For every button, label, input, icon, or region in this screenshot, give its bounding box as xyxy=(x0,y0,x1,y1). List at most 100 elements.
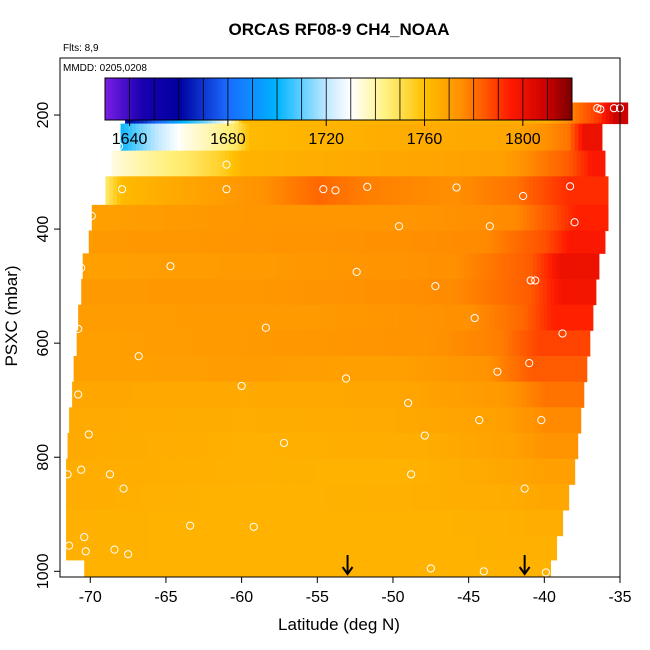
heatmap-cell xyxy=(410,509,415,537)
heatmap-cell xyxy=(311,559,316,578)
heatmap-cell xyxy=(592,279,597,306)
heatmap-cell xyxy=(266,279,271,306)
heatmap-cell xyxy=(517,304,522,331)
heatmap-cell xyxy=(375,559,380,578)
heatmap-cell xyxy=(394,559,399,578)
heatmap-cell xyxy=(578,253,583,280)
heatmap-cell xyxy=(247,535,253,561)
heatmap-cell xyxy=(274,304,280,331)
heatmap-cell xyxy=(523,330,528,357)
heatmap-cell xyxy=(357,355,362,383)
heatmap-cell xyxy=(345,330,350,357)
heatmap-cell xyxy=(190,484,196,511)
heatmap-cell xyxy=(187,230,192,254)
heatmap-cell xyxy=(124,253,129,280)
sample-point xyxy=(186,521,195,530)
heatmap-cell xyxy=(175,204,180,232)
heatmap-cell xyxy=(148,559,153,578)
heatmap-cell xyxy=(66,535,71,561)
heatmap-cell xyxy=(302,123,307,152)
heatmap-cell xyxy=(408,432,413,460)
heatmap-cell xyxy=(134,484,139,511)
heatmap-cell xyxy=(540,253,545,280)
heatmap-cell xyxy=(206,230,211,254)
heatmap-cell xyxy=(88,535,94,561)
heatmap-cell xyxy=(217,230,222,254)
heatmap-cell xyxy=(364,458,370,485)
heatmap-cell xyxy=(131,123,137,152)
heatmap-cell xyxy=(526,381,531,408)
heatmap-cell xyxy=(259,150,264,177)
heatmap-cell xyxy=(353,458,359,485)
heatmap-cell xyxy=(438,123,443,152)
heatmap-cell xyxy=(299,330,305,357)
sample-point xyxy=(222,185,231,194)
heatmap-cell xyxy=(304,150,309,177)
heatmap-cell xyxy=(115,509,120,537)
heatmap-cell xyxy=(571,102,576,125)
heatmap-cell xyxy=(209,204,214,232)
colorbar-step xyxy=(264,78,268,120)
heatmap-cell xyxy=(173,123,178,152)
heatmap-cell xyxy=(396,304,401,331)
heatmap-cell xyxy=(380,279,385,306)
heatmap-cell xyxy=(134,535,139,561)
heatmap-cell xyxy=(134,150,139,177)
heatmap-cell xyxy=(537,381,542,408)
heatmap-cell xyxy=(564,381,569,408)
colorbar-step xyxy=(114,78,118,120)
heatmap-cell xyxy=(278,304,284,331)
heatmap-cell xyxy=(111,279,116,306)
heatmap-cell xyxy=(134,509,139,537)
heatmap-cell xyxy=(444,535,449,561)
heatmap-cell xyxy=(194,150,200,177)
heatmap-cell xyxy=(351,176,356,206)
heatmap-cell xyxy=(198,484,203,511)
heatmap-cell xyxy=(144,407,150,434)
heatmap-cell xyxy=(492,407,498,434)
heatmap-cell xyxy=(300,150,306,177)
colorbar-step xyxy=(230,78,234,120)
heatmap-cell xyxy=(371,381,376,408)
heatmap-cell xyxy=(456,304,461,331)
heatmap-cell xyxy=(554,535,558,561)
heatmap-cell xyxy=(413,204,418,232)
heatmap-cell xyxy=(157,304,163,331)
heatmap-cell xyxy=(589,253,595,280)
heatmap-cell xyxy=(538,559,543,578)
heatmap-cell xyxy=(97,304,102,331)
heatmap-cell xyxy=(417,204,422,232)
heatmap-cell xyxy=(584,279,589,306)
heatmap-cell xyxy=(252,176,258,206)
heatmap-cell xyxy=(588,279,593,306)
heatmap-cell xyxy=(526,204,532,232)
heatmap-cell xyxy=(201,407,206,434)
heatmap-cell xyxy=(483,253,489,280)
colorbar-step xyxy=(390,78,394,120)
heatmap-cell xyxy=(497,535,502,561)
heatmap-cell xyxy=(531,535,536,561)
heatmap-cell xyxy=(286,304,291,331)
heatmap-cell xyxy=(211,123,216,152)
heatmap-cell xyxy=(224,150,230,177)
heatmap-cell xyxy=(368,535,374,561)
colorbar-step xyxy=(306,78,310,120)
heatmap-cell xyxy=(433,509,438,537)
colorbar-step xyxy=(163,78,167,120)
heatmap-cell xyxy=(77,484,82,511)
heatmap-cell xyxy=(498,176,504,206)
heatmap-cell xyxy=(564,330,570,357)
heatmap-cell xyxy=(91,381,96,408)
heatmap-cell xyxy=(95,330,100,357)
heatmap-cell xyxy=(293,535,298,561)
colorbar-step xyxy=(250,78,253,120)
heatmap-cell xyxy=(319,355,324,383)
heatmap-cell xyxy=(183,279,188,306)
heatmap-cell xyxy=(300,355,306,383)
heatmap-cell xyxy=(592,230,597,254)
sample-point xyxy=(74,324,83,334)
heatmap-cell xyxy=(327,279,332,306)
heatmap-cell xyxy=(258,559,263,578)
heatmap-cell xyxy=(125,381,130,408)
heatmap-cell xyxy=(411,253,417,280)
